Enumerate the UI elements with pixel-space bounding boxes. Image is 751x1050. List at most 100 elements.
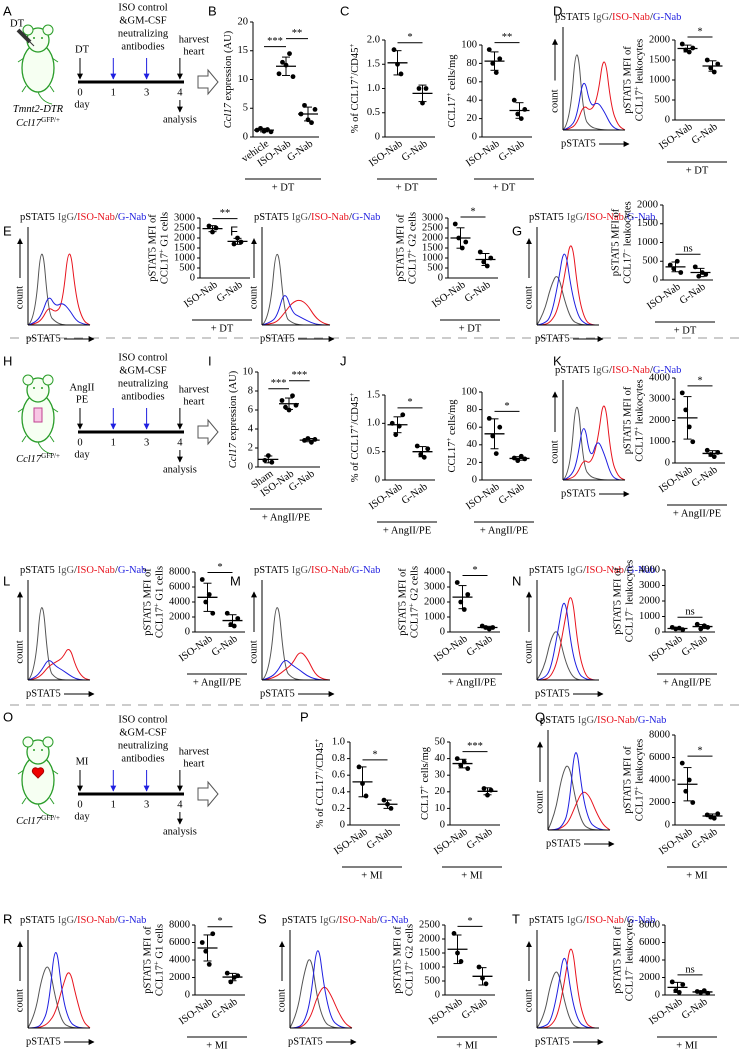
histogram-y-label: count: [549, 89, 560, 112]
mouse-eye: [41, 37, 43, 39]
y-tick-label: 4000: [169, 596, 190, 607]
data-point: [454, 580, 460, 585]
histogram-x-label: pSTAT5: [26, 333, 61, 344]
text-run: G2 cells: [405, 924, 416, 961]
data-point: [692, 264, 698, 270]
y-axis-label: pSTAT5 MFI of: [623, 46, 634, 114]
data-point: [708, 65, 714, 71]
y-tick-label: 0: [375, 474, 380, 485]
data-point: [425, 446, 431, 452]
y-axis-label: CCL17+ cells/mg: [444, 54, 458, 128]
data-point: [486, 416, 492, 421]
text-run: cells/mg: [447, 54, 458, 93]
histogram-y-label: count: [14, 640, 25, 663]
histogram-x-label: pSTAT5: [26, 688, 61, 699]
data-point: [210, 931, 216, 937]
y-axis-label: pSTAT5 MFI of: [398, 568, 409, 636]
treatment-text: antibodies: [121, 391, 164, 402]
histogram-curve: [547, 752, 610, 831]
treatment-label: + DT: [459, 323, 482, 334]
legend-entry: IgG: [578, 715, 595, 726]
histogram-legend: pSTAT5 IgG/ISO-Nab/G-Nab: [20, 915, 146, 926]
category-label: ISO-Nab: [657, 826, 694, 857]
data-point: [671, 266, 677, 272]
legend-entry: G-Nab: [638, 715, 667, 726]
text-run: % of CCL17: [315, 775, 326, 829]
y-tick-label: 1000: [649, 436, 670, 447]
histogram-y-label: count: [248, 286, 259, 309]
y-tick-label: 2000: [637, 199, 658, 210]
significance-label: *: [372, 749, 377, 760]
data-point: [391, 47, 397, 53]
legend-entry: IgG: [292, 565, 309, 576]
category-label: G-Nab: [690, 826, 720, 851]
superscript: +: [444, 438, 452, 442]
day-label: 1: [111, 87, 116, 98]
y-tick-label: 40: [467, 439, 478, 450]
significance-label: *: [504, 401, 509, 412]
data-point: [679, 760, 685, 766]
treatment-label: + AngII/PE: [262, 512, 310, 523]
histogram-x-label: pSTAT5: [26, 1036, 61, 1047]
text-run: CCL17: [447, 97, 458, 128]
y-tick-label: 0: [435, 989, 440, 1000]
text-run: G1 cells: [155, 924, 166, 961]
harvest-text: harvest: [179, 34, 209, 45]
day-axis-label: day: [74, 449, 90, 460]
y-tick-label: 0: [472, 474, 477, 485]
superscript: +: [347, 393, 355, 397]
mouse-tail: [37, 803, 53, 817]
text-run: leukocytes: [635, 739, 646, 787]
panel-label: H: [3, 353, 12, 368]
day-label: 4: [177, 437, 183, 448]
y-tick-label: 0.2: [332, 803, 345, 814]
treatment-text: antibodies: [121, 753, 164, 764]
data-point: [416, 86, 422, 91]
significance-label: *: [472, 565, 477, 576]
histogram-y-label: count: [523, 989, 534, 1012]
treatment-label: + DT: [493, 182, 516, 193]
text-run: pSTAT5 MFI of: [623, 746, 634, 814]
harvest-text: harvest: [179, 384, 209, 395]
text-run: % of CCL17: [350, 429, 361, 483]
histogram-curve: [27, 660, 90, 681]
mouse-ear: [22, 374, 34, 386]
y-tick-label: 1.0: [367, 83, 380, 94]
panel-label: F: [230, 223, 238, 238]
mouse-label: Ccl17GFP/+: [16, 814, 60, 828]
y-tick-label: 1000: [639, 611, 660, 622]
y-tick-label: 10: [238, 74, 249, 85]
y-axis-label: pSTAT5 MFI of: [623, 746, 634, 814]
histogram-curve: [562, 405, 626, 481]
treatment-label: + DT: [211, 323, 234, 334]
mouse-label: Tmnt2-DTR: [13, 104, 64, 115]
data-point: [309, 120, 314, 126]
y-tick-label: 15: [238, 45, 249, 56]
histogram-curve: [261, 652, 331, 681]
panel-label: K: [553, 353, 562, 368]
legend-entry: G-Nab: [352, 212, 381, 223]
legend-separator: /: [115, 915, 118, 926]
histogram-legend: pSTAT5 IgG/ISO-Nab/G-Nab: [254, 212, 380, 223]
data-point: [679, 41, 685, 47]
y-tick-label: 1.0: [332, 736, 345, 747]
y-tick-label: 0: [653, 274, 658, 285]
text-run: G2 cells: [410, 566, 421, 603]
y-tick-label: 60: [467, 422, 478, 433]
histogram-legend: pSTAT5 IgG/ISO-Nab/G-Nab: [529, 212, 655, 223]
y-tick-label: 1500: [422, 242, 443, 253]
y-axis-label: CCL17+ G2 cells: [402, 924, 416, 996]
superscript: −: [622, 966, 630, 970]
legend-entry: G-Nab: [627, 565, 656, 576]
y-axis-label: pSTAT5 MFI of: [396, 214, 407, 282]
histogram-legend: pSTAT5 IgG/ISO-Nab/G-Nab: [20, 565, 146, 576]
legend-title: pSTAT5: [529, 212, 564, 223]
data-point: [476, 964, 482, 970]
legend-entry: ISO-Nab: [339, 915, 377, 926]
mouse-leg: [51, 57, 59, 63]
text-run: CCL17: [635, 431, 646, 462]
category-label: G-Nab: [680, 633, 710, 658]
data-point: [686, 424, 692, 430]
y-tick-label: 0: [248, 461, 253, 472]
